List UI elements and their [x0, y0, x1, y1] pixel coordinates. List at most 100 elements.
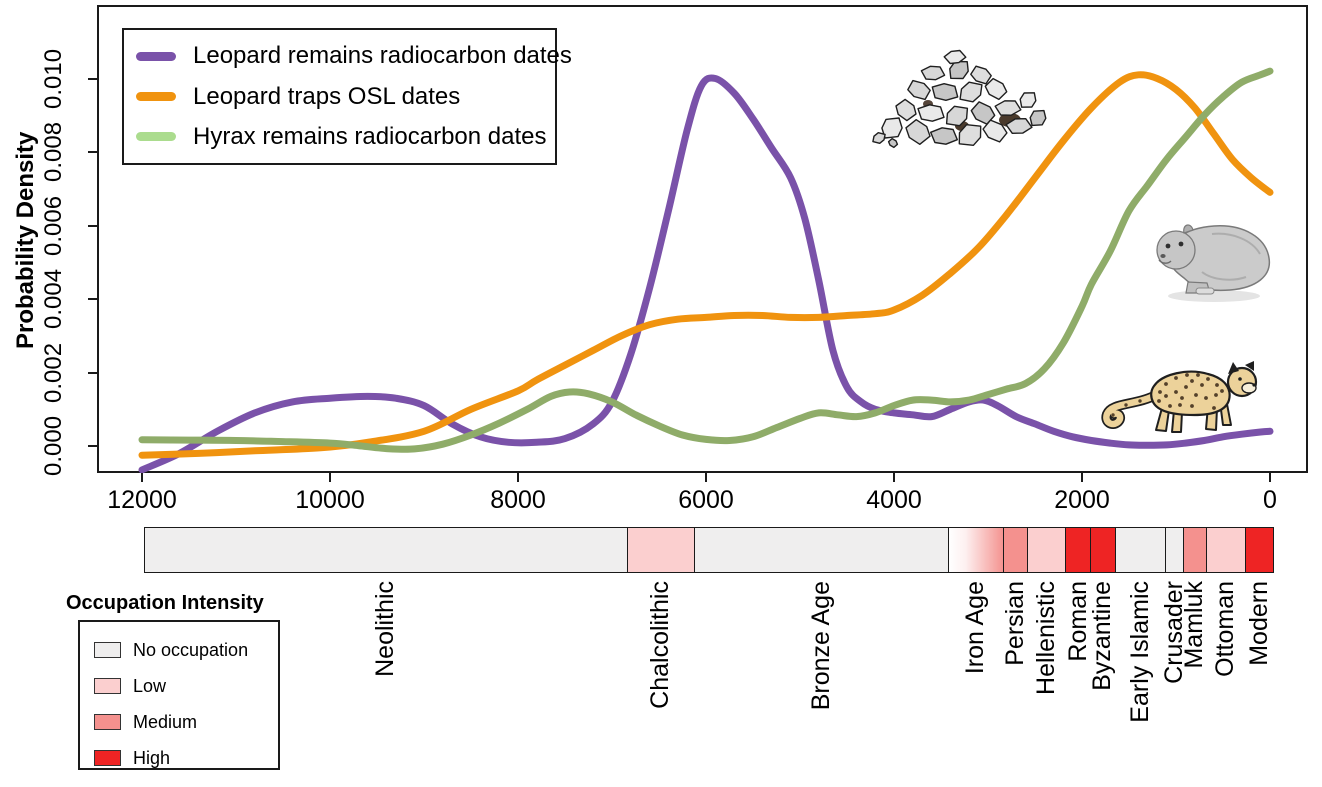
trap-stone [1029, 109, 1047, 127]
trap-stone [959, 81, 983, 103]
trap-stone [872, 131, 886, 145]
timeline-segment-persian [1003, 527, 1029, 573]
period-label-ottoman: Ottoman [1211, 581, 1240, 677]
occupation-legend-item: High [94, 740, 278, 776]
x-tick-label: 6000 [678, 486, 734, 514]
y-tick-mark [88, 298, 97, 300]
period-label-neolithic: Neolithic [371, 581, 400, 677]
y-tick-mark [88, 151, 97, 153]
y-tick-mark [88, 371, 97, 374]
trap-stone [970, 65, 992, 85]
legend-item: Leopard traps OSL dates [124, 83, 555, 111]
y-tick-mark [88, 224, 97, 227]
occupation-swatch-medium [94, 714, 121, 730]
x-tick-label: 2000 [1054, 486, 1110, 514]
legend-item: Leopard remains radiocarbon dates [124, 42, 572, 70]
timeline-segment-mamluk [1182, 527, 1208, 573]
period-label-bronze-age: Bronze Age [806, 581, 835, 711]
x-tick-mark [1269, 473, 1271, 482]
occupation-swatch-high [94, 750, 121, 766]
trap-stone [905, 118, 931, 146]
x-tick-mark [141, 473, 143, 482]
x-tick-mark [329, 473, 331, 482]
period-label-iron-age: Iron Age [961, 581, 990, 675]
timeline-segment-early-islamic [1114, 527, 1167, 573]
x-tick-label: 4000 [866, 486, 922, 514]
leopard-illustration [1101, 361, 1258, 433]
timeline-segment-chalcolithic [627, 527, 696, 573]
occupation-timeline-bar [0, 527, 1322, 573]
period-label-byzantine: Byzantine [1088, 581, 1117, 691]
trap-stone [895, 98, 917, 122]
trap-stone [958, 123, 982, 147]
hyrax-body [1168, 225, 1271, 292]
trap-stone [907, 79, 931, 101]
x-tick-mark [1081, 473, 1083, 482]
period-label-mamluk: Mamluk [1180, 581, 1209, 669]
legend-line-swatch [136, 132, 176, 142]
legend-label: Leopard remains radiocarbon dates [193, 42, 572, 70]
occupation-label: No occupation [133, 639, 249, 660]
trap-stone [929, 127, 959, 145]
timeline-segment-byzantine [1089, 527, 1117, 573]
trap-stone [1005, 117, 1033, 135]
leopard-trap-rock-pile-illustration [872, 49, 1047, 149]
timeline-segment-modern [1244, 527, 1275, 573]
period-label-modern: Modern [1244, 581, 1273, 666]
legend-line-swatch [136, 51, 176, 61]
hyrax-ear [1183, 224, 1194, 234]
x-tick-mark [893, 473, 895, 482]
x-tick-label: 0 [1263, 486, 1277, 514]
occupation-swatch-none [94, 642, 121, 658]
period-label-hellenistic: Hellenistic [1032, 581, 1061, 695]
occupation-legend-title: Occupation Intensity [66, 592, 264, 614]
period-label-chalcolithic: Chalcolithic [646, 581, 675, 709]
leopard-body [1150, 370, 1231, 417]
legend-line-swatch [136, 92, 176, 101]
trap-stone [917, 104, 945, 122]
occupation-label: Medium [133, 711, 198, 732]
trap-stone [970, 101, 996, 125]
occupation-legend-item: Low [94, 668, 278, 704]
x-tick-mark [705, 473, 707, 482]
trap-stone [982, 119, 1008, 143]
trap-stone [943, 49, 967, 65]
trap-stone [945, 105, 969, 127]
timeline-segment-roman [1065, 527, 1092, 573]
occupation-swatch-low [94, 678, 121, 694]
trap-stone [920, 65, 946, 81]
hyrax-illustration [1156, 224, 1271, 302]
period-label-early-islamic: Early Islamic [1125, 581, 1154, 723]
timeline-segment-iron-age [947, 527, 1005, 573]
series-legend-box: Leopard remains radiocarbon dates Leopard… [122, 28, 572, 165]
trap-stone [994, 100, 1022, 116]
y-tick-mark [88, 77, 97, 80]
trap-stone [949, 60, 969, 80]
timeline-segment-neolithic [143, 527, 629, 573]
occupation-label: Low [133, 675, 167, 696]
period-label-persian: Persian [1001, 581, 1030, 666]
y-axis-title: Probability Density [12, 131, 39, 349]
trap-stone [984, 77, 1008, 101]
y-tick-label: 0.010 [40, 48, 67, 109]
timeline-segment-crusader [1165, 527, 1185, 573]
y-tick-mark [88, 445, 97, 447]
x-tick-label: 8000 [490, 486, 546, 514]
occupation-legend-item: Medium [94, 704, 278, 740]
hyrax-head [1156, 230, 1196, 270]
trap-stone [887, 137, 899, 149]
leopard-spots [1111, 373, 1224, 417]
x-tick-label: 10000 [295, 486, 365, 514]
timeline-segment-bronze-age [693, 527, 950, 573]
timeline-segment-ottoman [1205, 527, 1247, 573]
legend-item: Hyrax remains radiocarbon dates [124, 123, 555, 151]
occupation-label: High [133, 747, 171, 768]
occupation-legend-item: No occupation [94, 632, 278, 668]
legend-label: Hyrax remains radiocarbon dates [193, 122, 547, 150]
x-tick-mark [517, 473, 519, 482]
x-tick-label: 12000 [107, 486, 177, 514]
trap-stone [881, 117, 903, 139]
trap-stone [931, 83, 959, 101]
timeline-segment-hellenistic [1027, 527, 1067, 573]
